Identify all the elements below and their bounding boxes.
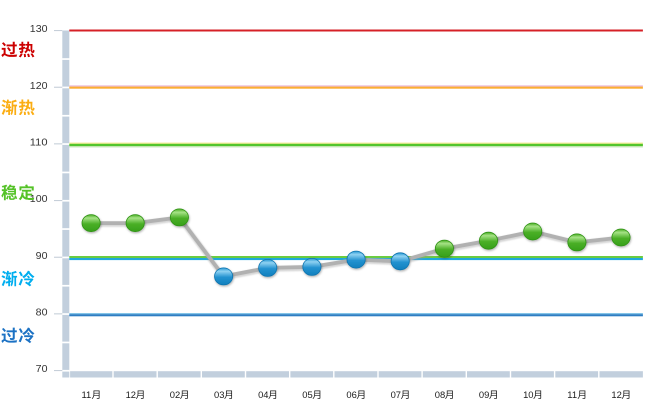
svg-text:04: 04: [258, 389, 268, 400]
svg-text:10: 10: [523, 389, 533, 400]
svg-text:90: 90: [36, 251, 48, 262]
svg-text:05: 05: [302, 389, 312, 400]
svg-text:03: 03: [214, 389, 224, 400]
svg-text:06: 06: [346, 389, 356, 400]
svg-text:12: 12: [126, 389, 136, 400]
svg-text:80: 80: [36, 307, 48, 318]
svg-text:07: 07: [391, 389, 401, 400]
svg-text:70: 70: [36, 364, 48, 375]
svg-text:11: 11: [567, 389, 577, 400]
svg-text:100: 100: [30, 194, 48, 205]
svg-text:08: 08: [435, 389, 445, 400]
svg-text:09: 09: [479, 389, 489, 400]
svg-text:02: 02: [170, 389, 180, 400]
svg-text:120: 120: [30, 81, 48, 92]
svg-text:12: 12: [611, 389, 621, 400]
svg-text:130: 130: [30, 24, 48, 35]
svg-text:11: 11: [82, 389, 92, 400]
svg-text:110: 110: [30, 137, 48, 148]
